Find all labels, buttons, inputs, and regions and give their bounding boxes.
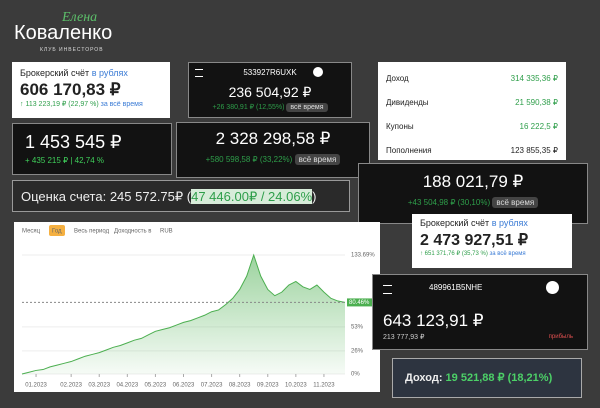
x-tick-label: 04.2023 xyxy=(116,383,138,389)
x-tick-label: 09.2023 xyxy=(257,383,279,389)
income-card: Доход 314 335,36 ₽ Дивиденды 21 590,38 ₽ Куп… xyxy=(378,62,566,160)
gain: 47 446.00₽ / 24.06% xyxy=(191,189,313,204)
x-tick-label: 08.2023 xyxy=(229,383,251,389)
x-tick-label: 05.2023 xyxy=(145,383,167,389)
row-value: 21 590,38 ₽ xyxy=(515,97,558,107)
toolbar-item[interactable]: Год xyxy=(52,229,62,235)
income-row: Купоны 16 222,5 ₽ xyxy=(386,114,558,138)
close: ) xyxy=(312,189,317,204)
toolbar-item[interactable]: Весь период xyxy=(74,229,110,235)
x-tick-label: 02.2023 xyxy=(60,383,82,389)
change: ↑ 651 371,76 ₽ (35,73 %) xyxy=(420,251,488,257)
current-badge xyxy=(347,298,377,307)
income-bar: Доход: 19 521,88 ₽ (18,21%) xyxy=(392,358,582,398)
x-tick-label: 03.2023 xyxy=(88,383,110,389)
y-tick-label: 53% xyxy=(351,324,364,330)
chart: Месяц Год Весь период Доходность в RUB 0% 26% 5… xyxy=(21,225,377,389)
change: ↑ 113 223,19 ₽ (22,97 %) xyxy=(20,101,99,108)
period: всё время xyxy=(286,103,328,112)
x-tick-label: 07.2023 xyxy=(201,383,223,389)
total-card: 188 021,79 ₽ +43 504,98 ₽ (30,10%) всё в… xyxy=(358,163,588,224)
y-tick-label: 26% xyxy=(351,348,364,354)
account-card: Брокерский счёт в рублях 606 170,83 ₽ ↑ … xyxy=(12,62,170,118)
label: Брокерский счёт xyxy=(420,218,490,228)
change: +580 598,58 ₽ (33,22%) xyxy=(205,155,293,164)
icon xyxy=(313,67,323,77)
chart-card: Месяц Год Весь период Доходность в RUB 0% 26% 5… xyxy=(14,222,380,392)
total-card: 2 328 298,58 ₽ +580 598,58 ₽ (33,22%) вс… xyxy=(176,122,370,178)
logo-name: Коваленко xyxy=(14,22,113,44)
value: 643 123,91 ₽ xyxy=(383,311,484,330)
account-card: 489961B5NHE 643 123,91 ₽ 213 777,93 ₽ пр… xyxy=(372,274,588,350)
change: +26 380,91 ₽ (12,55%) xyxy=(212,104,285,111)
current-label: 80.46% xyxy=(349,300,370,306)
link: в рублях xyxy=(491,218,528,228)
income-row: Пополнения 123 855,35 ₽ xyxy=(386,138,558,162)
icon xyxy=(546,281,559,294)
logo: Елена Коваленко КЛУБ ИНВЕСТОРОВ xyxy=(14,10,124,58)
toolbar-item[interactable]: Месяц xyxy=(22,229,41,235)
value: 2 328 298,58 ₽ xyxy=(215,129,331,148)
estimate-bar: Оценка счета: 245 572.75₽ (47 446.00₽ / … xyxy=(12,180,350,212)
profit-label: прибыль xyxy=(548,334,573,340)
row-value: 314 335,36 ₽ xyxy=(510,73,558,83)
y-tick-label: 133.69% xyxy=(351,253,375,259)
row-label: Доход xyxy=(386,73,409,83)
value: 188 021,79 ₽ xyxy=(422,172,524,191)
value: 1 453 545 ₽ xyxy=(25,132,122,152)
toolbar-item[interactable]: Доходность в xyxy=(114,229,151,235)
row-label: Пополнения xyxy=(386,145,432,155)
line xyxy=(21,253,346,375)
value: 2 473 927,51 ₽ xyxy=(420,232,529,249)
change: +43 504,98 ₽ (30,10%) xyxy=(407,198,491,207)
label: Брокерский счёт xyxy=(20,68,90,78)
profit: 213 777,93 ₽ xyxy=(383,334,425,341)
logo-sub: КЛУБ ИНВЕСТОРОВ xyxy=(40,47,104,53)
link: в рублях xyxy=(91,68,128,78)
account-card: Брокерский счёт в рублях 2 473 927,51 ₽ … xyxy=(412,214,572,268)
x-tick-label: 10.2023 xyxy=(285,383,307,389)
x-tick-label: 06.2023 xyxy=(173,383,195,389)
x-tick-label: 01.2023 xyxy=(25,383,47,389)
value: 236 504,92 ₽ xyxy=(228,84,312,100)
income-row: Доход 314 335,36 ₽ xyxy=(386,66,558,90)
row-label: Дивиденды xyxy=(386,97,429,107)
x-tick-label: 11.2023 xyxy=(313,383,335,389)
change: + 435 215 ₽ | 42,74 % xyxy=(25,156,105,165)
area xyxy=(22,255,345,374)
toolbar-active xyxy=(49,225,65,236)
account-id: 533927R6UXK xyxy=(243,68,297,77)
total-card: 1 453 545 ₽ + 435 215 ₽ | 42,74 % xyxy=(12,123,172,175)
menu-icon xyxy=(195,69,203,77)
y-tick-label: 0% xyxy=(351,372,360,378)
period: всё время xyxy=(294,154,341,165)
row-value: 123 855,35 ₽ xyxy=(510,145,558,155)
row-value: 16 222,5 ₽ xyxy=(519,121,558,131)
period: всё время xyxy=(492,197,539,208)
income-row: Дивиденды 21 590,38 ₽ xyxy=(386,90,558,114)
menu-icon xyxy=(383,285,392,294)
period: за всё время xyxy=(100,101,143,108)
toolbar-item[interactable]: RUB xyxy=(160,229,173,235)
value: 19 521,88 ₽ (18,21%) xyxy=(445,372,553,384)
period: за всё время xyxy=(489,251,526,257)
label: Доход: xyxy=(405,372,443,384)
account-id: 489961B5NHE xyxy=(429,283,483,292)
label: Оценка счета: 245 572.75₽ ( xyxy=(21,189,192,204)
logo-script: Елена xyxy=(62,10,98,25)
value: 606 170,83 ₽ xyxy=(20,80,121,99)
account-card: 533927R6UXK 236 504,92 ₽ +26 380,91 ₽ (1… xyxy=(188,62,352,118)
row-label: Купоны xyxy=(386,121,414,131)
